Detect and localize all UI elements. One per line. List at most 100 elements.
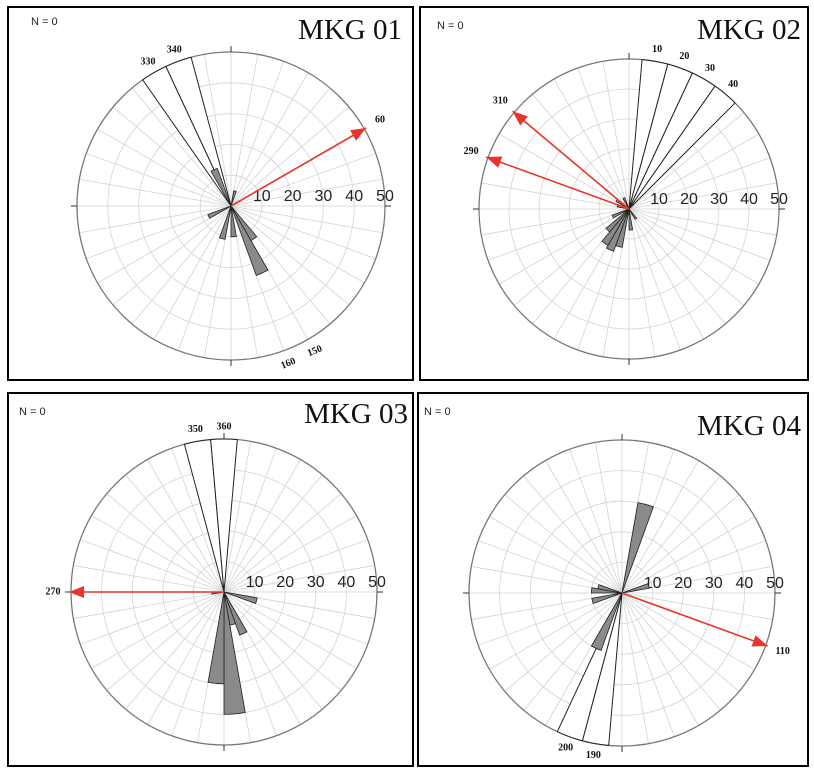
panel-corner-label: N = 0 (19, 406, 46, 418)
mean-vector-label: 110 (775, 646, 789, 657)
radial-tick-label: 30 (705, 575, 723, 592)
grid-spoke (628, 208, 760, 285)
grid-spoke (628, 208, 745, 306)
grid-spoke (131, 205, 232, 325)
rose-panel-mkg03: N = 0 MKG 03 10 20 30 40 50 350 360 270 (7, 392, 414, 767)
grid-spoke (487, 208, 630, 261)
grid-spoke (628, 182, 777, 210)
petal (611, 208, 630, 219)
radial-tick-label: 30 (307, 574, 325, 591)
grid-spoke (545, 460, 623, 594)
grid-spoke (223, 539, 368, 593)
radial-tick-label: 50 (770, 191, 788, 208)
outlier-label: 10 (652, 44, 662, 55)
radial-tick-label: 40 (736, 575, 754, 592)
petal (605, 208, 630, 252)
grid-spoke (595, 442, 623, 594)
outlier-label-opposite: 160 (279, 356, 297, 372)
grid-spoke (223, 591, 323, 710)
petal (605, 208, 630, 233)
grid-spoke (621, 592, 721, 711)
grid-spoke (230, 178, 383, 207)
grid-spoke (125, 591, 225, 710)
mean-vector-label: 270 (46, 586, 61, 597)
grid-spoke (106, 493, 225, 593)
outlier-label: 190 (586, 750, 601, 761)
radial-tick-label: 30 (315, 188, 333, 205)
rose-diagram-mkg04: 10 20 30 40 50 190 200 110 (463, 434, 790, 761)
grid-spoke (80, 591, 225, 645)
grid-spoke (223, 565, 375, 593)
grid-spoke (230, 87, 331, 207)
grid-spoke (131, 87, 232, 207)
grid-spoke (628, 208, 771, 261)
grid-spoke (223, 591, 342, 691)
petal (591, 592, 623, 604)
radial-tick-label: 50 (376, 188, 394, 205)
grid-spoke (621, 460, 699, 594)
mean-vector-arrow-shaft (621, 592, 768, 647)
mean-vector-arrow-head (350, 128, 367, 141)
grid-spoke (73, 591, 225, 619)
outlier-label-opposite: 150 (306, 343, 324, 359)
grid-spoke (523, 592, 623, 711)
grid-spoke (147, 459, 225, 593)
rose-panel-mkg04: N = 0 MKG 04 10 20 30 40 50 190 200 110 (417, 392, 809, 767)
radial-tick-label: 10 (644, 575, 662, 592)
radial-tick-label: 40 (338, 574, 356, 591)
mean-vector-label: 290 (464, 146, 479, 157)
mean-vector-arrow-head (69, 586, 84, 598)
grid-spoke (91, 591, 225, 669)
mean-vector-arrow-head (751, 635, 768, 647)
radial-tick-label: 50 (766, 575, 784, 592)
grid-spoke (171, 591, 225, 736)
grid-spoke (532, 93, 630, 210)
radial-tick-label: 20 (276, 574, 294, 591)
grid-spoke (577, 67, 630, 210)
panel-corner-label: N = 0 (31, 16, 58, 28)
grid-spoke (481, 208, 630, 236)
grid-spoke (498, 208, 630, 285)
radial-tick-label: 30 (710, 191, 728, 208)
grid-spoke (230, 61, 285, 207)
petal (590, 592, 623, 652)
grid-spoke (489, 516, 623, 594)
outlier-label: 350 (188, 424, 203, 435)
grid-spoke (230, 205, 383, 234)
mean-vector-arrow-shaft (512, 110, 630, 210)
grid-spoke (230, 205, 365, 284)
grid-spoke (628, 112, 745, 210)
petal (207, 591, 225, 685)
grid-spoke (621, 516, 755, 594)
grid-spoke (553, 78, 630, 210)
grid-spoke (223, 591, 357, 669)
grid-spoke (230, 152, 376, 207)
mean-vector-arrow-head (512, 111, 528, 126)
grid-spoke (112, 106, 232, 207)
grid-spoke (489, 592, 623, 670)
panel-title: MKG 04 (697, 410, 801, 442)
panel-title: MKG 01 (298, 14, 402, 46)
panel-title: MKG 03 (304, 398, 408, 430)
grid-spoke (153, 205, 232, 340)
outlier-label: 40 (728, 79, 738, 90)
grid-spoke (125, 474, 225, 593)
petal (597, 584, 623, 594)
rose-diagram-mkg02: 10 20 30 40 50 10 20 30 40 310 290 (464, 44, 788, 365)
grid-spoke (478, 540, 623, 594)
rose-panel-mkg01: N = 0 MKG 01 10 20 30 40 50 330 340 160 150 60 (7, 6, 414, 381)
mean-vector-label: 310 (493, 95, 508, 106)
grid-spoke (230, 205, 350, 306)
grid-spoke (223, 474, 323, 593)
grid-spoke (498, 133, 630, 210)
petal (230, 205, 269, 276)
grid-spoke (628, 133, 760, 210)
mean-vector-arrow-shaft (485, 156, 630, 210)
grid-spoke (628, 208, 726, 325)
petal (230, 205, 237, 238)
petal (621, 583, 650, 594)
grid-spoke (230, 72, 309, 207)
petal (207, 205, 232, 219)
mean-vector-arrow-shaft (230, 127, 367, 207)
grid-spoke (97, 128, 232, 207)
